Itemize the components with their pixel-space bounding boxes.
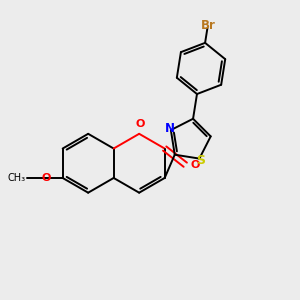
Text: Br: Br — [200, 19, 215, 32]
Text: O: O — [42, 173, 51, 183]
Text: CH₃: CH₃ — [8, 173, 26, 183]
Text: O: O — [135, 119, 144, 129]
Text: S: S — [196, 154, 205, 166]
Text: O: O — [190, 160, 200, 170]
Text: N: N — [164, 122, 174, 135]
